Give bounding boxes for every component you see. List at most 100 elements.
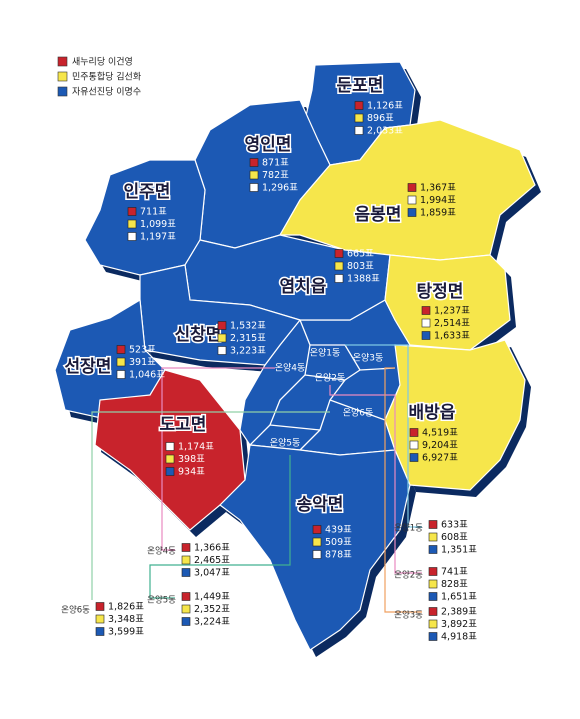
callout-line [91, 411, 330, 600]
vote-box [95, 602, 105, 611]
vote-box [95, 614, 105, 624]
vote-count: 1,859표 [420, 208, 456, 219]
vote-count: 2,514표 [434, 318, 470, 329]
vote-box [354, 113, 364, 123]
vote-count: 2,315표 [230, 333, 266, 344]
vote-count: 3,348표 [108, 614, 144, 625]
vote-box [116, 370, 126, 379]
region-area [384, 254, 511, 351]
vote-box [428, 520, 438, 529]
vote-count: 1,174표 [178, 442, 214, 453]
vote-box [334, 261, 344, 271]
vote-box [354, 126, 364, 135]
vote-count: 1,099표 [140, 219, 176, 230]
vote-count: 2,389표 [441, 607, 477, 618]
region-name: 염치읍 [280, 277, 327, 297]
vote-box [127, 219, 137, 229]
vote-count: 2,033표 [367, 126, 403, 137]
vote-count: 3,599표 [108, 627, 144, 638]
vote-count: 1,296표 [262, 183, 298, 194]
legend-swatch [57, 56, 68, 67]
dong-callout-label: 온양4동 [147, 546, 176, 557]
region-name: 배방읍 [409, 403, 456, 423]
region-name: 음봉면 [355, 205, 402, 225]
vote-count: 782표 [262, 170, 289, 181]
vote-count: 439표 [325, 525, 352, 536]
vote-box [312, 550, 322, 559]
region-name: 인주면 [124, 182, 171, 202]
dong-callout-label: 온양5동 [147, 595, 176, 606]
callout-lines [91, 344, 422, 613]
vote-count: 878표 [325, 550, 352, 561]
vote-box [181, 555, 191, 565]
vote-box [95, 627, 105, 636]
legend-swatch [57, 86, 68, 97]
callout-line [329, 385, 422, 574]
vote-box [428, 607, 438, 616]
region-area [219, 444, 411, 651]
vote-count: 1,367표 [420, 183, 456, 194]
vote-count: 1,633표 [434, 331, 470, 342]
vote-count: 523표 [129, 345, 156, 356]
vote-box [334, 249, 344, 258]
vote-count: 9,204표 [422, 440, 458, 451]
vote-count: 398표 [178, 454, 205, 465]
vote-box [217, 346, 227, 355]
vote-count: 3,047표 [194, 568, 230, 579]
vote-count: 509표 [325, 537, 352, 548]
vote-box [312, 525, 322, 534]
vote-count: 633표 [441, 520, 468, 531]
vote-count: 934표 [178, 467, 205, 478]
vote-box [428, 545, 438, 554]
dong-callout-label: 온양6동 [61, 605, 90, 616]
legend-label: 새누리당 이건영 [72, 57, 133, 68]
legend-label: 민주통합당 김선화 [72, 71, 141, 83]
callout-line [149, 455, 291, 599]
vote-count: 4,918표 [441, 632, 477, 643]
vote-count: 391표 [129, 357, 156, 368]
legend-label: 자유선진당 이명수 [72, 87, 141, 98]
vote-box [181, 592, 191, 601]
dong-map-label: 온양6동 [343, 408, 374, 419]
dong-map-label: 온양4동 [275, 363, 306, 374]
region-name: 송악면 [297, 495, 344, 515]
dong-map-label: 온양3동 [353, 353, 384, 364]
vote-count: 1,046표 [129, 370, 165, 381]
region-area [84, 159, 206, 276]
vote-box [181, 543, 191, 552]
callout-line [345, 344, 422, 528]
vote-count: 896표 [367, 113, 394, 124]
vote-box [165, 442, 175, 451]
vote-count: 4,519표 [422, 428, 458, 439]
vote-box [428, 579, 438, 589]
vote-box [421, 306, 431, 315]
vote-box [217, 321, 227, 330]
vote-box [312, 537, 322, 547]
dong-map-label: 온양1동 [310, 348, 341, 359]
region-name: 탕정면 [417, 282, 464, 302]
vote-count: 803표 [347, 261, 374, 272]
vote-box [407, 195, 417, 205]
vote-box [181, 604, 191, 614]
vote-count: 2,352표 [194, 604, 230, 615]
vote-count: 1,351표 [441, 545, 477, 556]
vote-box [127, 207, 137, 216]
vote-box [249, 170, 259, 180]
vote-box [165, 454, 175, 464]
vote-box [428, 532, 438, 542]
vote-count: 1,237표 [434, 306, 470, 317]
vote-box [428, 567, 438, 576]
dong-map-label: 온양5동 [270, 438, 301, 449]
dong-callout-label: 온양2동 [394, 570, 423, 581]
vote-count: 828표 [441, 579, 468, 590]
vote-box [428, 592, 438, 601]
vote-box [249, 158, 259, 167]
vote-count: 1388표 [347, 274, 380, 285]
vote-box [409, 440, 419, 450]
vote-box [249, 183, 259, 192]
vote-count: 6,927표 [422, 453, 458, 464]
vote-box [354, 101, 364, 110]
vote-count: 1,651표 [441, 592, 477, 603]
region-name: 둔포면 [337, 76, 384, 96]
